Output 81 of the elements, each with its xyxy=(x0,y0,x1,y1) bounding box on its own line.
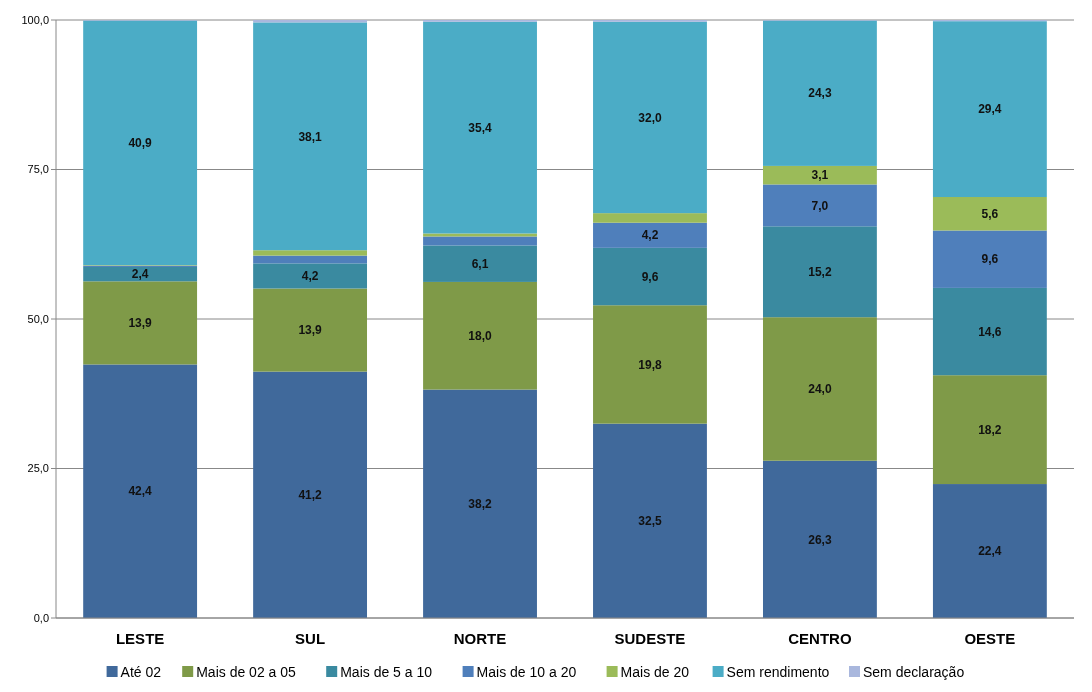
x-tick-label: SUL xyxy=(295,630,326,647)
bar xyxy=(762,165,877,185)
bar xyxy=(593,213,707,223)
bar xyxy=(593,222,707,248)
legend-label: Sem rendimento xyxy=(726,663,830,680)
bar xyxy=(253,371,368,618)
x-tick-label: NORTE xyxy=(453,630,507,647)
bar xyxy=(83,20,198,266)
bar xyxy=(593,305,707,424)
data-label: 9,6 xyxy=(641,269,659,284)
data-label: 22,4 xyxy=(978,544,1002,559)
bar xyxy=(762,317,877,461)
data-label: 13,9 xyxy=(128,316,153,331)
legend-label: Mais de 5 a 10 xyxy=(340,663,433,680)
legend-label: Mais de 02 a 05 xyxy=(196,663,297,680)
bar xyxy=(932,484,1047,618)
data-label: 19,8 xyxy=(638,357,662,372)
data-label: 9,6 xyxy=(981,252,999,267)
y-tick-label: 0,0 xyxy=(33,611,49,624)
data-label: 26,3 xyxy=(808,532,832,547)
bar xyxy=(83,266,198,282)
bar xyxy=(253,250,368,256)
data-label: 3,1 xyxy=(811,168,829,183)
data-label: 7,0 xyxy=(811,198,829,213)
data-label: 18,2 xyxy=(978,422,1002,437)
data-label: 38,1 xyxy=(298,129,323,144)
bar xyxy=(593,423,707,618)
x-tick-label: OESTE xyxy=(964,630,1016,647)
data-label: 42,4 xyxy=(128,484,153,499)
data-label: 5,6 xyxy=(981,206,999,221)
y-tick-label: 50,0 xyxy=(27,312,49,325)
data-label: 29,4 xyxy=(978,102,1002,117)
x-tick-label: SUDESTE xyxy=(614,630,686,647)
bar xyxy=(932,197,1047,231)
data-label: 32,0 xyxy=(638,110,662,125)
data-label: 2,4 xyxy=(131,267,149,282)
bar xyxy=(83,281,198,365)
bar xyxy=(423,236,537,246)
bar xyxy=(932,287,1047,376)
bar xyxy=(932,375,1047,485)
data-label: 24,3 xyxy=(808,86,832,101)
data-label: 6,1 xyxy=(471,256,489,271)
x-tick-label: CENTRO xyxy=(788,630,852,647)
bar xyxy=(423,233,537,237)
data-label: 38,2 xyxy=(468,496,493,511)
data-label: 14,6 xyxy=(978,324,1002,339)
y-tick-label: 75,0 xyxy=(27,163,49,176)
data-label: 32,5 xyxy=(638,514,662,529)
bar xyxy=(253,288,368,372)
bar xyxy=(423,245,537,282)
data-label: 4,2 xyxy=(641,228,659,243)
bar xyxy=(762,226,877,318)
data-label: 13,9 xyxy=(298,323,323,338)
bar xyxy=(762,20,877,166)
bar xyxy=(762,460,877,618)
bar xyxy=(423,389,537,618)
data-label: 35,4 xyxy=(468,120,493,135)
data-label: 40,9 xyxy=(128,136,153,151)
bar xyxy=(423,21,537,234)
data-label: 4,2 xyxy=(301,269,319,284)
bar xyxy=(932,230,1047,288)
legend-label: Até 02 xyxy=(120,663,162,680)
legend-label: Mais de 10 a 20 xyxy=(476,663,577,680)
x-tick-label: LESTE xyxy=(115,630,165,647)
legend-label: Mais de 20 xyxy=(620,663,690,680)
bar xyxy=(83,364,198,618)
bar xyxy=(593,21,707,214)
bar xyxy=(253,22,368,251)
data-label: 41,2 xyxy=(298,488,323,503)
bar xyxy=(762,184,877,227)
data-label: 18,0 xyxy=(468,328,493,343)
y-tick-label: 25,0 xyxy=(27,462,49,475)
bar xyxy=(423,281,537,390)
bar xyxy=(932,21,1047,198)
bar xyxy=(593,247,707,306)
data-label: 24,0 xyxy=(808,382,832,397)
bar xyxy=(253,255,368,264)
bar xyxy=(253,263,368,289)
data-label: 15,2 xyxy=(808,264,832,279)
y-tick-label: 100,0 xyxy=(21,13,49,26)
legend-label: Sem declaração xyxy=(863,663,965,680)
